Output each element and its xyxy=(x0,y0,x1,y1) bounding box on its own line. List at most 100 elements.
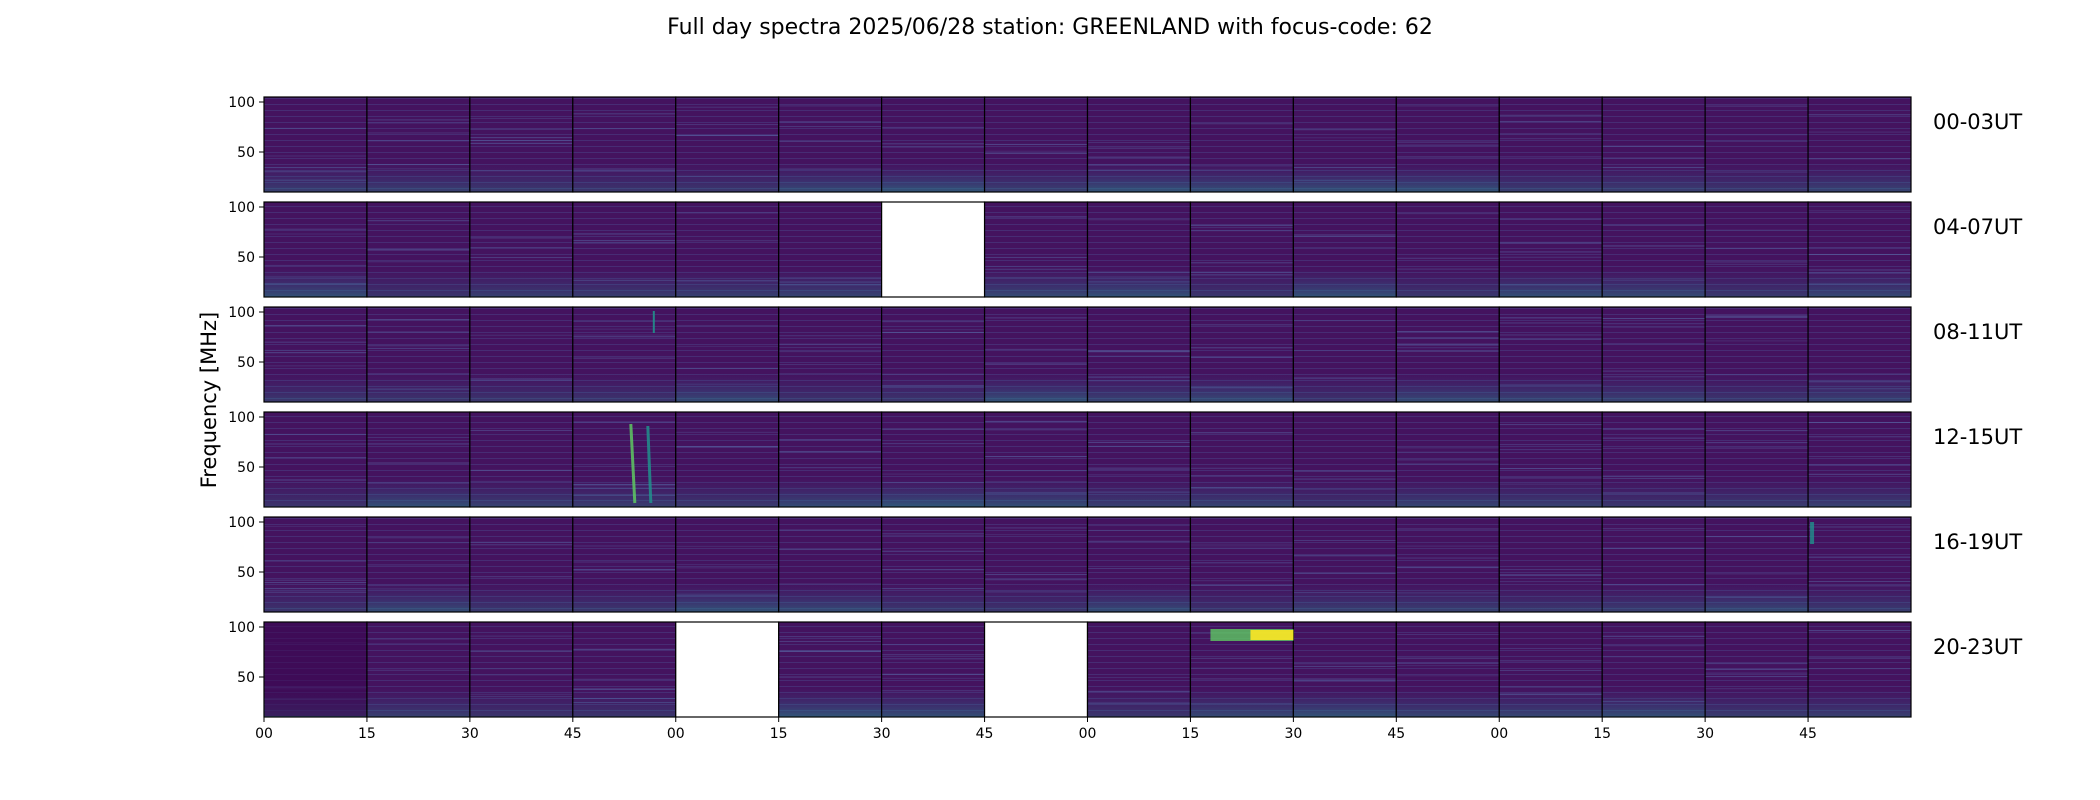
spectrum-panel xyxy=(1086,411,1192,508)
spectrum-panel xyxy=(983,201,1089,298)
spectrum-panel xyxy=(1807,621,1912,718)
spectrum-panel xyxy=(469,411,574,508)
spectrum-panel xyxy=(1189,516,1294,613)
y-tick-label: 50 xyxy=(237,460,255,476)
spectrum-panel xyxy=(778,411,883,508)
row-label: 16-19UT xyxy=(1933,530,2022,554)
spectrum-panel xyxy=(1395,306,1500,403)
x-tick-label: 45 xyxy=(564,726,582,742)
spectrum-panel xyxy=(366,516,471,613)
spectrum-panel xyxy=(263,306,368,403)
spectrum-panel xyxy=(572,516,677,613)
spectrum-panel xyxy=(469,621,574,718)
spectrum-panel xyxy=(1189,96,1294,193)
x-tick-label: 00 xyxy=(667,726,685,742)
spectrum-panel xyxy=(675,306,780,403)
x-tick-label: 30 xyxy=(873,726,891,742)
burst-mark xyxy=(646,425,653,504)
spectrum-panel xyxy=(1498,516,1603,613)
spectrum-panel xyxy=(1498,411,1603,508)
spectrum-panel xyxy=(572,201,677,298)
spectrum-panel xyxy=(778,96,883,193)
burst-mark xyxy=(652,311,655,333)
spectrum-panel xyxy=(1498,201,1603,298)
spectrum-panel xyxy=(572,621,677,718)
y-tick-label: 100 xyxy=(228,410,255,426)
spectrum-panel xyxy=(1292,201,1397,298)
spectrum-panel xyxy=(263,201,368,298)
row-label: 04-07UT xyxy=(1933,215,2022,239)
row-label: 08-11UT xyxy=(1933,320,2022,344)
spectrum-panel xyxy=(881,306,986,403)
spectrum-panel xyxy=(778,621,883,718)
spectrum-panel xyxy=(1601,96,1706,193)
spectrum-panel xyxy=(1601,516,1706,613)
spectrum-panel xyxy=(1395,201,1500,298)
spectrum-panel xyxy=(778,201,883,298)
spectrum-panel xyxy=(1086,306,1192,403)
spectrum-panel xyxy=(1601,306,1706,403)
spectrum-panel xyxy=(572,96,677,193)
spectrum-panel xyxy=(1395,411,1500,508)
x-tick-label: 15 xyxy=(770,726,788,742)
spectrum-panel xyxy=(1086,201,1192,298)
spectrum-panel xyxy=(1189,201,1294,298)
spectrum-panel xyxy=(1395,621,1500,718)
spectra-row: 100 50 16-19UT xyxy=(228,515,2022,613)
spectra-row: 100 50 20-23UT xyxy=(228,620,2022,718)
x-tick-label: 45 xyxy=(976,726,994,742)
spectrum-panel xyxy=(469,516,574,613)
spectrum-panel xyxy=(263,96,368,193)
spectrum-panel xyxy=(366,411,471,508)
chart-title: Full day spectra 2025/06/28 station: GRE… xyxy=(667,15,1433,40)
spectrum-panel xyxy=(778,516,883,613)
y-axis-label: Frequency [MHz] xyxy=(197,312,221,488)
spectrum-panel xyxy=(1189,306,1294,403)
spectrum-panel xyxy=(1704,516,1809,613)
spectrum-panel xyxy=(572,411,677,508)
spectrum-panel xyxy=(1704,411,1809,508)
row-label: 12-15UT xyxy=(1933,425,2022,449)
spectrum-panel xyxy=(1601,621,1706,718)
y-tick-label: 100 xyxy=(228,620,255,636)
spectrum-panel xyxy=(469,201,574,298)
spectrum-panel xyxy=(1704,201,1809,298)
spectrum-panel xyxy=(983,96,1089,193)
spectrum-panel xyxy=(881,411,986,508)
spectrum-panel xyxy=(983,516,1089,613)
spectrum-panel xyxy=(1189,411,1294,508)
x-tick-label: 15 xyxy=(1593,726,1611,742)
spectrum-panel xyxy=(675,516,780,613)
spectrum-panel xyxy=(1498,306,1603,403)
spectra-row: 100 50 04-07UT xyxy=(228,200,2022,298)
spectrum-panel xyxy=(366,621,471,718)
spectrum-panel xyxy=(675,96,780,193)
y-tick-label: 50 xyxy=(237,355,255,371)
spectrum-panel xyxy=(1704,306,1809,403)
spectrum-panel xyxy=(675,201,780,298)
missing-panel xyxy=(675,621,780,718)
spectrum-panel xyxy=(1086,96,1192,193)
x-tick-label: 45 xyxy=(1799,726,1817,742)
spectrum-panel xyxy=(1498,96,1603,193)
spectrum-panel xyxy=(983,306,1089,403)
spectrum-panel xyxy=(366,201,471,298)
spectrum-panel xyxy=(1292,621,1397,718)
spectrum-panel xyxy=(778,306,883,403)
row-label: 00-03UT xyxy=(1933,110,2022,134)
spectrum-panel xyxy=(983,411,1089,508)
x-tick-label: 00 xyxy=(1490,726,1508,742)
missing-panel xyxy=(983,621,1089,718)
spectrum-panel xyxy=(881,516,986,613)
spectrum-panel xyxy=(366,96,471,193)
spectrum-panel xyxy=(469,96,574,193)
spectrum-panel xyxy=(1086,621,1192,718)
x-tick-label: 00 xyxy=(255,726,273,742)
spectrum-panel xyxy=(1601,201,1706,298)
spectra-row: 100 50 12-15UT xyxy=(228,410,2022,508)
dark-panel-shade xyxy=(265,623,366,716)
spectrum-panel xyxy=(1292,411,1397,508)
spectrum-panel xyxy=(1807,411,1912,508)
burst-mark xyxy=(629,423,637,504)
